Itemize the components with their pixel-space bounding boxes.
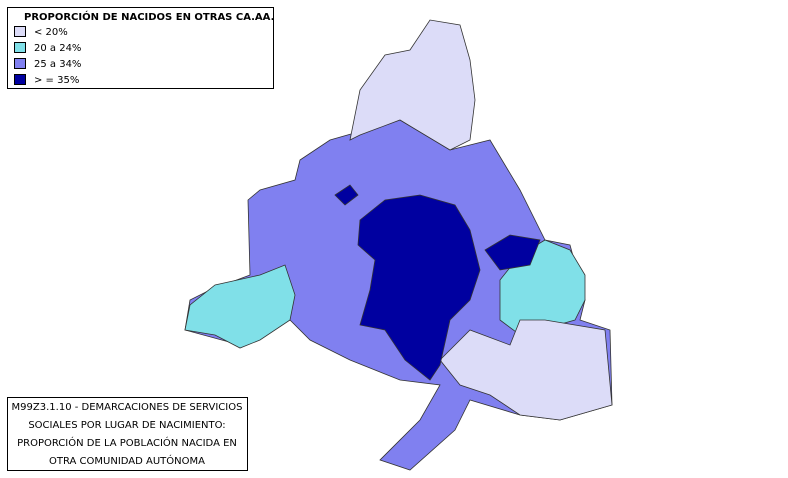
caption: M99Z3.1.10 - DEMARCACIONES DE SERVICIOS S… xyxy=(7,397,248,471)
legend-swatch xyxy=(14,58,26,69)
legend-label: > = 35% xyxy=(34,75,79,86)
legend: PROPORCIÓN DE NACIDOS EN OTRAS CA.AA. < … xyxy=(7,7,274,89)
legend-label: 20 a 24% xyxy=(34,43,81,54)
region xyxy=(439,319,613,421)
region xyxy=(184,264,296,349)
region xyxy=(349,19,476,151)
legend-swatch xyxy=(14,74,26,85)
map-regions xyxy=(184,19,613,471)
region xyxy=(334,184,359,206)
legend-label: 25 a 34% xyxy=(34,59,81,70)
legend-swatch xyxy=(14,26,26,37)
caption-line: SOCIALES POR LUGAR DE NACIMIENTO: xyxy=(28,420,225,431)
region xyxy=(357,194,481,381)
region xyxy=(484,234,541,271)
caption-line: M99Z3.1.10 - DEMARCACIONES DE SERVICIOS xyxy=(12,402,243,413)
legend-swatch xyxy=(14,42,26,53)
caption-box xyxy=(7,397,248,471)
legend-items: < 20% 20 a 24% 25 a 34% > = 35% xyxy=(14,26,81,86)
caption-line: OTRA COMUNIDAD AUTÓNOMA xyxy=(49,454,205,467)
legend-label: < 20% xyxy=(34,27,68,38)
legend-title: PROPORCIÓN DE NACIDOS EN OTRAS CA.AA. xyxy=(24,10,274,23)
caption-line: PROPORCIÓN DE LA POBLACIÓN NACIDA EN xyxy=(17,436,237,449)
caption-lines: M99Z3.1.10 - DEMARCACIONES DE SERVICIOS S… xyxy=(12,402,243,467)
legend-box xyxy=(7,7,274,89)
